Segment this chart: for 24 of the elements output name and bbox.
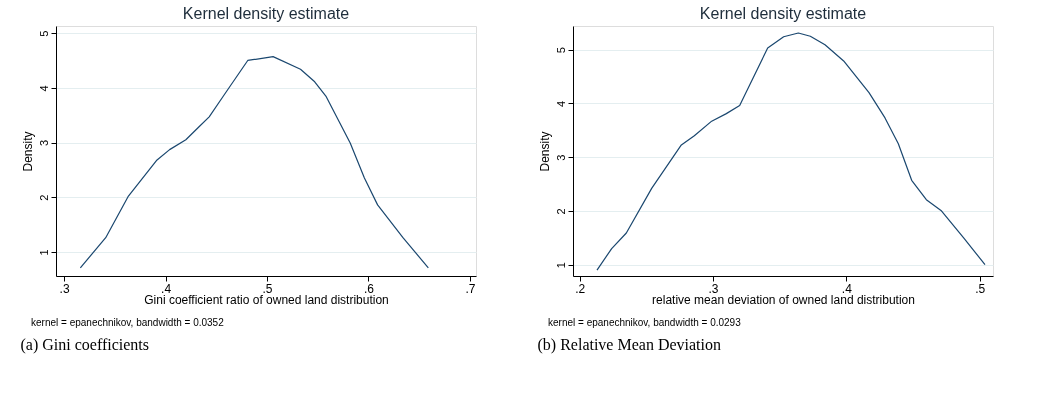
x-tick-label: .5 — [975, 281, 986, 296]
y-tick-label: 3 — [554, 154, 567, 161]
y-tick-label: 2 — [37, 194, 50, 201]
y-tick-label: 3 — [37, 139, 50, 147]
text: (a) Gini coefficients — [20, 335, 150, 354]
y-tick-label: 5 — [554, 47, 567, 54]
x-tick-label: .2 — [575, 281, 586, 296]
chart-title: Kernel density estimate — [699, 5, 867, 22]
text: kernel = epanechnikov, bandwidth = 0.0293 — [548, 317, 742, 328]
y-tick-label: 4 — [37, 85, 50, 92]
text: (b) Relative Mean Deviation — [537, 335, 721, 354]
y-tick-label: 1 — [37, 249, 50, 256]
y-axis-title: Density — [20, 131, 35, 172]
y-tick-label: 4 — [554, 100, 567, 107]
y-tick-label: 2 — [554, 208, 567, 215]
y-axis-title: Density — [537, 131, 552, 172]
line-series — [79, 56, 429, 269]
y-tick-label: 5 — [37, 30, 50, 37]
chart-title: Kernel density estimate — [182, 5, 350, 22]
x-tick-label: .3 — [59, 281, 70, 296]
line-series — [596, 32, 986, 271]
y-tick-label: 1 — [554, 262, 567, 269]
x-tick-label: .7 — [465, 281, 476, 296]
text: kernel = epanechnikov, bandwidth = 0.0352 — [31, 317, 225, 328]
